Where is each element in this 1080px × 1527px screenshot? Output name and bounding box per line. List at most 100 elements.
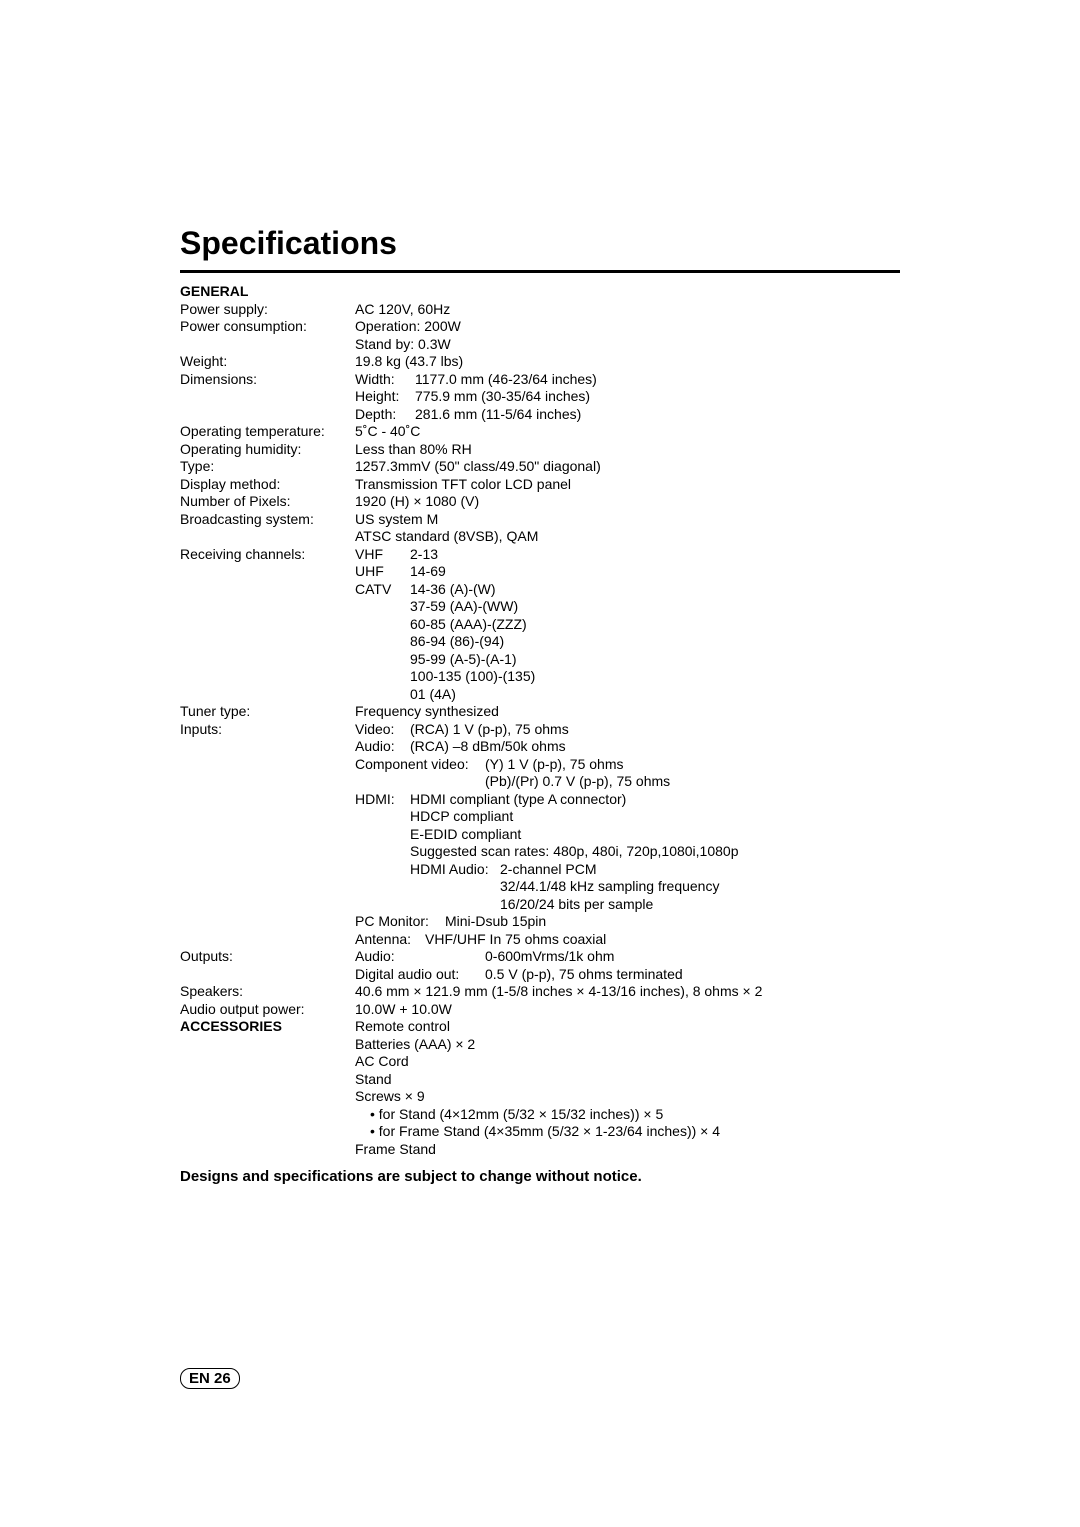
footer-note: Designs and specifications are subject t… (180, 1168, 900, 1185)
label: Audio output power: (180, 1001, 355, 1019)
label: Power supply: (180, 301, 355, 319)
sub-value: 16/20/24 bits per sample (500, 896, 653, 914)
value: Remote control Batteries (AAA) × 2 AC Co… (355, 1018, 900, 1158)
sub-value: 1177.0 mm (46-23/64 inches) (415, 371, 597, 389)
sub-label: Depth: (355, 406, 415, 424)
sub-label: Height: (355, 388, 415, 406)
sub-value: 14-69 (410, 563, 446, 581)
label: Speakers: (180, 983, 355, 1001)
label: Outputs: (180, 948, 355, 966)
sub-label: Audio: (355, 948, 485, 966)
sub-label: HDMI Audio: (410, 861, 500, 879)
sub-value: 86-94 (86)-(94) (410, 633, 504, 651)
sub-label: Antenna: (355, 931, 425, 949)
spec-table: GENERAL Power supply: AC 120V, 60Hz Powe… (180, 283, 900, 1158)
sub-value: 281.6 mm (11-5/64 inches) (415, 406, 581, 424)
value: Less than 80% RH (355, 441, 900, 459)
row-power-consumption: Power consumption: Operation: 200W Stand… (180, 318, 900, 353)
row-tuner: Tuner type: Frequency synthesized (180, 703, 900, 721)
sub-label: Video: (355, 721, 410, 739)
line: Stand (355, 1071, 900, 1089)
sub-label: HDMI: (355, 791, 410, 809)
page-title: Specifications (180, 225, 900, 262)
row-type: Type: 1257.3mmV (50" class/49.50" diagon… (180, 458, 900, 476)
accessories-header: ACCESSORIES (180, 1018, 355, 1036)
value: Video:(RCA) 1 V (p-p), 75 ohms Audio:(RC… (355, 721, 900, 949)
value: 1920 (H) × 1080 (V) (355, 493, 900, 511)
line: AC Cord (355, 1053, 900, 1071)
value: 1257.3mmV (50" class/49.50" diagonal) (355, 458, 900, 476)
value: AC 120V, 60Hz (355, 301, 900, 319)
divider (180, 270, 900, 273)
page: Specifications GENERAL Power supply: AC … (0, 0, 1080, 1527)
line: US system M (355, 511, 900, 529)
value: Audio:0-600mVrms/1k ohm Digital audio ou… (355, 948, 900, 983)
row-outputs: Outputs: Audio:0-600mVrms/1k ohm Digital… (180, 948, 900, 983)
label: Inputs: (180, 721, 355, 739)
sub-value: Suggested scan rates: 480p, 480i, 720p,1… (410, 843, 738, 861)
sub-value: 0-600mVrms/1k ohm (485, 948, 614, 966)
sub-value: HDCP compliant (410, 808, 513, 826)
row-dimensions: Dimensions: Width:1177.0 mm (46-23/64 in… (180, 371, 900, 424)
sub-value: 60-85 (AAA)-(ZZZ) (410, 616, 527, 634)
line: • for Frame Stand (4×35mm (5/32 × 1-23/6… (355, 1123, 900, 1141)
sub-label: Component video: (355, 756, 485, 774)
sub-label: PC Monitor: (355, 913, 445, 931)
sub-label: Audio: (355, 738, 410, 756)
label: Weight: (180, 353, 355, 371)
row-speakers: Speakers: 40.6 mm × 121.9 mm (1-5/8 inch… (180, 983, 900, 1001)
row-inputs: Inputs: Video:(RCA) 1 V (p-p), 75 ohms A… (180, 721, 900, 949)
line: • for Stand (4×12mm (5/32 × 15/32 inches… (355, 1106, 900, 1124)
sub-value: HDMI compliant (type A connector) (410, 791, 626, 809)
label: Display method: (180, 476, 355, 494)
label: Operating humidity: (180, 441, 355, 459)
sub-label: Width: (355, 371, 415, 389)
label: Operating temperature: (180, 423, 355, 441)
line: Frame Stand (355, 1141, 900, 1159)
row-broadcast: Broadcasting system: US system M ATSC st… (180, 511, 900, 546)
value: Operation: 200W Stand by: 0.3W (355, 318, 900, 353)
value: Width:1177.0 mm (46-23/64 inches) Height… (355, 371, 900, 424)
row-op-humidity: Operating humidity: Less than 80% RH (180, 441, 900, 459)
value: US system M ATSC standard (8VSB), QAM (355, 511, 900, 546)
sub-value: 95-99 (A-5)-(A-1) (410, 651, 517, 669)
label: Receiving channels: (180, 546, 355, 564)
value: 19.8 kg (43.7 lbs) (355, 353, 900, 371)
row-pixels: Number of Pixels: 1920 (H) × 1080 (V) (180, 493, 900, 511)
line: Operation: 200W (355, 318, 900, 336)
sub-value: (RCA) –8 dBm/50k ohms (410, 738, 566, 756)
sub-value: 0.5 V (p-p), 75 ohms terminated (485, 966, 683, 984)
sub-value: 14-36 (A)-(W) (410, 581, 496, 599)
sub-value: 37-59 (AA)-(WW) (410, 598, 518, 616)
sub-value: 775.9 mm (30-35/64 inches) (415, 388, 590, 406)
section-general: GENERAL (180, 283, 900, 301)
line: Remote control (355, 1018, 900, 1036)
value: Frequency synthesized (355, 703, 900, 721)
sub-value: E-EDID compliant (410, 826, 521, 844)
value: 40.6 mm × 121.9 mm (1-5/8 inches × 4-13/… (355, 983, 900, 1001)
row-power-supply: Power supply: AC 120V, 60Hz (180, 301, 900, 319)
sub-label: Digital audio out: (355, 966, 485, 984)
label: Type: (180, 458, 355, 476)
general-header: GENERAL (180, 283, 355, 301)
sub-value: (Y) 1 V (p-p), 75 ohms (485, 756, 624, 774)
sub-value: 32/44.1/48 kHz sampling frequency (500, 878, 719, 896)
sub-value: Mini-Dsub 15pin (445, 913, 546, 931)
sub-value: 2-13 (410, 546, 438, 564)
row-weight: Weight: 19.8 kg (43.7 lbs) (180, 353, 900, 371)
sub-label: VHF (355, 546, 410, 564)
sub-value: (Pb)/(Pr) 0.7 V (p-p), 75 ohms (485, 773, 670, 791)
sub-label: UHF (355, 563, 410, 581)
row-receiving: Receiving channels: VHF2-13 UHF14-69 CAT… (180, 546, 900, 704)
sub-value: 01 (4A) (410, 686, 456, 704)
page-number: EN 26 (180, 1368, 240, 1389)
label: Broadcasting system: (180, 511, 355, 529)
line: Stand by: 0.3W (355, 336, 900, 354)
sub-value: 2-channel PCM (500, 861, 597, 879)
value: VHF2-13 UHF14-69 CATV14-36 (A)-(W) 37-59… (355, 546, 900, 704)
line: ATSC standard (8VSB), QAM (355, 528, 900, 546)
label: Power consumption: (180, 318, 355, 336)
section-accessories: ACCESSORIES Remote control Batteries (AA… (180, 1018, 900, 1158)
line: Screws × 9 (355, 1088, 900, 1106)
row-display-method: Display method: Transmission TFT color L… (180, 476, 900, 494)
